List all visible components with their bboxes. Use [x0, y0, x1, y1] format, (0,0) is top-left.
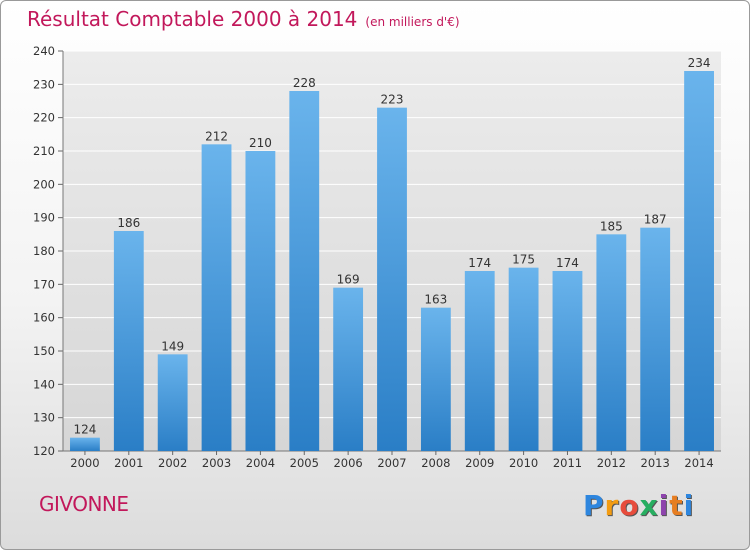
- bar-2006: [333, 287, 364, 451]
- y-tick-label: 170: [33, 277, 55, 291]
- bar-2005: [289, 91, 320, 451]
- title-text: Résultat Comptable 2000 à 2014: [27, 7, 358, 31]
- y-tick-label: 240: [33, 44, 55, 58]
- value-label-2014: 234: [688, 56, 711, 70]
- value-label-2003: 212: [205, 129, 228, 143]
- logo-letter: x: [639, 489, 659, 522]
- value-label-2002: 149: [161, 339, 184, 353]
- logo-letter: o: [619, 489, 640, 522]
- bar-2004: [245, 151, 276, 451]
- chart-subtitle: (en milliers d'€): [365, 15, 460, 29]
- bar-2000: [70, 437, 100, 451]
- x-tick-label: 2008: [421, 456, 450, 470]
- y-tick-label: 230: [33, 77, 55, 91]
- bar-2003: [201, 144, 232, 452]
- x-tick-label: 2003: [202, 456, 231, 470]
- logo-letter: P: [583, 489, 605, 522]
- x-tick-label: 2010: [509, 456, 538, 470]
- value-label-2011: 174: [556, 256, 579, 270]
- x-tick-label: 2014: [684, 456, 713, 470]
- bar-2012: [596, 234, 627, 451]
- y-tick-label: 210: [33, 144, 55, 158]
- x-tick-label: 2006: [333, 456, 362, 470]
- value-label-2013: 187: [644, 213, 667, 227]
- y-tick-label: 200: [33, 177, 55, 191]
- bar-2008: [420, 307, 451, 451]
- y-tick-label: 180: [33, 244, 55, 258]
- value-label-2001: 186: [117, 216, 140, 230]
- proxiti-logo[interactable]: Proxiti: [583, 489, 694, 522]
- y-tick-label: 120: [33, 444, 55, 458]
- x-tick-label: 2004: [246, 456, 275, 470]
- y-tick-label: 150: [33, 344, 55, 358]
- value-label-2004: 210: [249, 136, 272, 150]
- x-tick-label: 2001: [114, 456, 143, 470]
- bar-2009: [464, 271, 495, 451]
- bar-2014: [684, 71, 714, 451]
- bar-2007: [377, 107, 407, 452]
- bar-2002: [157, 354, 188, 451]
- x-tick-label: 2012: [597, 456, 626, 470]
- x-tick-label: 2009: [465, 456, 494, 470]
- logo-letter: i: [683, 489, 695, 522]
- value-label-2010: 175: [512, 253, 535, 267]
- value-label-2007: 223: [381, 93, 404, 107]
- logo-letter: i: [658, 489, 670, 522]
- x-tick-label: 2013: [641, 456, 670, 470]
- value-label-2009: 174: [468, 256, 491, 270]
- y-tick-label: 160: [33, 311, 55, 325]
- value-label-2000: 124: [73, 423, 96, 437]
- x-tick-label: 2005: [290, 456, 319, 470]
- y-tick-label: 220: [33, 111, 55, 125]
- value-label-2006: 169: [337, 273, 360, 287]
- bar-2001: [113, 231, 144, 451]
- bar-2013: [640, 227, 671, 451]
- axes: 120 130 140 150 160 170 180 190 200 210 220 230 240 2…: [33, 44, 721, 470]
- bar-2010: [508, 267, 539, 451]
- x-tick-label: 2011: [553, 456, 582, 470]
- y-tick-label: 130: [33, 411, 55, 425]
- logo-letter: r: [604, 489, 620, 522]
- value-label-2012: 185: [600, 219, 623, 233]
- x-tick-label: 2007: [377, 456, 406, 470]
- logo-letter: t: [669, 489, 684, 522]
- y-tick-label: 140: [33, 377, 55, 391]
- y-tick-label: 190: [33, 211, 55, 225]
- data-labels: 124 186 149 212 210 228 169 223 163 174 175 174 185 1…: [73, 56, 710, 437]
- x-tick-label: 2002: [158, 456, 187, 470]
- bar-2011: [552, 271, 583, 451]
- city-name: GIVONNE: [39, 492, 129, 516]
- value-label-2008: 163: [424, 293, 447, 307]
- bars: [70, 71, 714, 452]
- chart-title: Résultat Comptable 2000 à 2014 (en millie…: [27, 7, 460, 31]
- value-label-2005: 228: [293, 76, 316, 90]
- x-tick-label: 2000: [70, 456, 99, 470]
